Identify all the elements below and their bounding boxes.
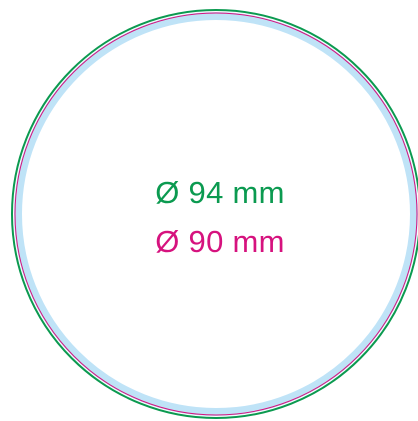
- bleed-ring: [14, 12, 418, 416]
- outer-circle: [11, 9, 418, 419]
- outer-diameter-label: Ø 94 mm: [155, 175, 285, 210]
- inner-diameter-label: Ø 90 mm: [155, 224, 285, 259]
- inner-circle: [14, 12, 418, 416]
